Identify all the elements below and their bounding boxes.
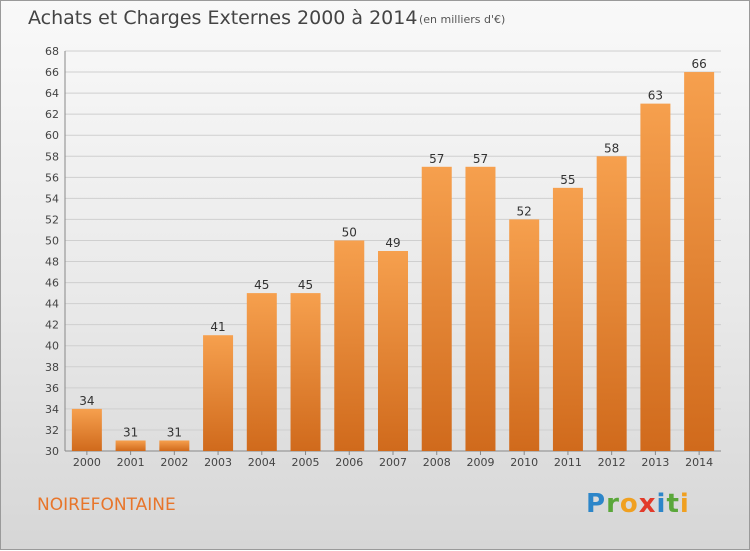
logo-letter: P	[586, 489, 607, 519]
commune-name: NOIREFONTAINE	[37, 495, 176, 515]
y-tick-label: 32	[45, 424, 59, 437]
logo-letter: t	[666, 489, 680, 519]
y-tick-label: 62	[45, 108, 59, 121]
logo-letter: o	[619, 489, 639, 519]
value-label: 31	[167, 425, 182, 439]
value-label: 45	[298, 278, 313, 292]
x-tick-label: 2013	[641, 456, 669, 469]
logo-letter: i	[656, 489, 667, 519]
y-tick-label: 40	[45, 340, 59, 353]
logo-letter: i	[679, 489, 690, 519]
value-label: 41	[210, 320, 225, 334]
value-label: 52	[517, 204, 532, 218]
y-tick-label: 66	[45, 66, 59, 79]
bar-2000	[71, 408, 102, 451]
y-tick-label: 34	[45, 403, 59, 416]
value-label: 34	[79, 394, 94, 408]
x-tick-label: 2002	[160, 456, 188, 469]
x-tick-label: 2014	[685, 456, 713, 469]
logo-letter: x	[638, 489, 657, 519]
bar-2010	[509, 219, 540, 451]
bar-2007	[378, 251, 408, 451]
bar-2013	[640, 103, 671, 451]
bar-2009	[465, 166, 496, 451]
y-tick-label: 38	[45, 361, 59, 374]
y-tick-label: 50	[45, 234, 59, 247]
y-tick-label: 52	[45, 213, 59, 226]
y-tick-label: 46	[45, 277, 59, 290]
bar-2006	[334, 240, 365, 451]
x-tick-label: 2006	[335, 456, 363, 469]
y-tick-label: 56	[45, 171, 59, 184]
y-tick-label: 48	[45, 256, 59, 269]
value-label: 50	[342, 225, 357, 239]
bar-2004	[246, 293, 277, 451]
bar-2011	[552, 187, 583, 451]
y-tick-label: 44	[45, 298, 59, 311]
value-label: 57	[473, 152, 488, 166]
logo-letter: r	[606, 489, 620, 519]
value-label: 49	[385, 236, 400, 250]
y-tick-label: 36	[45, 382, 59, 395]
x-tick-label: 2012	[598, 456, 626, 469]
y-tick-label: 68	[45, 45, 59, 58]
value-label: 55	[560, 173, 575, 187]
y-tick-label: 30	[45, 445, 59, 458]
x-tick-label: 2009	[466, 456, 494, 469]
value-label: 66	[691, 57, 706, 71]
x-tick-label: 2007	[379, 456, 407, 469]
x-tick-label: 2000	[73, 456, 101, 469]
y-tick-label: 54	[45, 192, 59, 205]
value-label: 57	[429, 152, 444, 166]
y-tick-label: 60	[45, 129, 59, 142]
x-tick-label: 2011	[554, 456, 582, 469]
value-label: 58	[604, 141, 619, 155]
chart-subtitle: (en milliers d'€)	[419, 13, 506, 26]
value-label: 45	[254, 278, 269, 292]
y-tick-label: 58	[45, 150, 59, 163]
x-tick-label: 2004	[248, 456, 276, 469]
value-label: 31	[123, 425, 138, 439]
x-tick-label: 2010	[510, 456, 538, 469]
bar-2005	[290, 293, 321, 451]
bar-2014	[684, 72, 715, 451]
x-tick-label: 2001	[117, 456, 145, 469]
value-label: 63	[648, 89, 663, 103]
chart-title: Achats et Charges Externes 2000 à 2014	[28, 7, 418, 29]
x-tick-label: 2008	[423, 456, 451, 469]
bar-2002	[159, 440, 190, 451]
x-tick-label: 2005	[292, 456, 320, 469]
x-tick-label: 2003	[204, 456, 232, 469]
bar-2008	[421, 166, 452, 451]
y-tick-label: 42	[45, 319, 59, 332]
y-tick-label: 64	[45, 87, 59, 100]
bar-2001	[115, 440, 146, 451]
bar-2012	[596, 156, 627, 451]
bar-2003	[203, 335, 234, 451]
proxiti-logo: Proxiti	[586, 489, 690, 519]
